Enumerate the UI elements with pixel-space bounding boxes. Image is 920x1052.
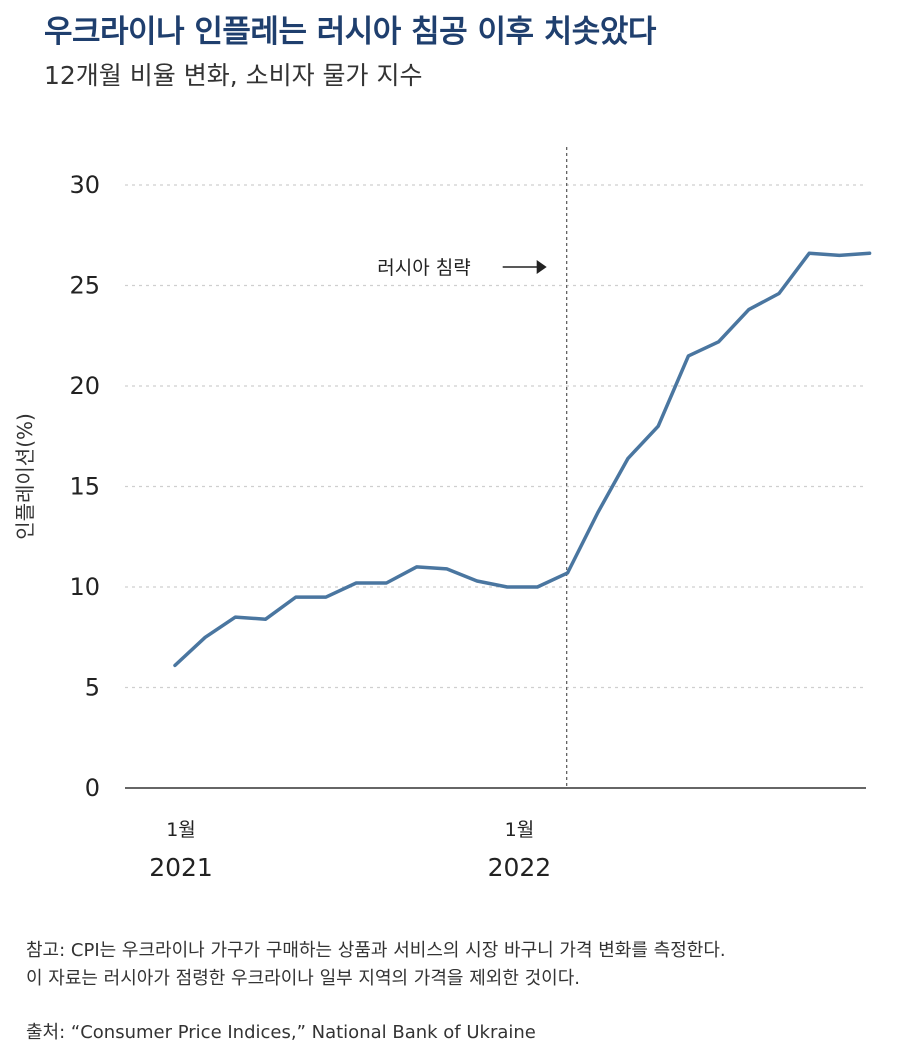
inflation-line-chart: 0 5 10 15 20 25 30 인플레이션(%) 러시아 침략 1월 2021 1월 202…	[13, 147, 872, 882]
chart-title: 우크라이나 인플레는 러시아 침공 이후 치솟았다	[44, 14, 656, 50]
x-tick-month-0: 1월	[166, 819, 196, 841]
y-tick-label-25: 25	[69, 272, 100, 300]
y-tick-label-0: 0	[85, 774, 100, 802]
y-tick-label-15: 15	[69, 473, 100, 501]
y-tick-label-5: 5	[85, 674, 100, 702]
invasion-annotation: 러시아 침략	[377, 257, 547, 279]
y-tick-label-10: 10	[69, 573, 100, 601]
chart-note-line-1: 참고: CPI는 우크라이나 가구가 구매하는 상품과 서비스의 시장 바구니 …	[26, 940, 726, 961]
x-tick-month-1: 1월	[505, 819, 535, 841]
invasion-annotation-label: 러시아 침략	[377, 257, 470, 279]
y-axis-ticks: 0 5 10 15 20 25 30	[69, 171, 100, 802]
x-tick-year-0: 2021	[149, 853, 213, 882]
y-tick-label-30: 30	[69, 171, 100, 199]
x-axis-ticks: 1월 2021 1월 2022	[149, 819, 551, 882]
chart-source: 출처: “Consumer Price Indices,” National B…	[26, 1022, 536, 1043]
y-tick-label-20: 20	[69, 372, 100, 400]
series-line-cpi	[173, 251, 872, 668]
chart-subtitle: 12개월 비율 변화, 소비자 물가 지수	[44, 61, 423, 90]
chart-note-line-2: 이 자료는 러시아가 점령한 우크라이나 일부 지역의 가격을 제외한 것이다.	[26, 968, 581, 989]
arrow-head-icon	[536, 260, 547, 274]
y-axis-label: 인플레이션(%)	[13, 413, 37, 540]
gridlines	[125, 184, 866, 689]
x-tick-year-1: 2022	[488, 853, 552, 882]
